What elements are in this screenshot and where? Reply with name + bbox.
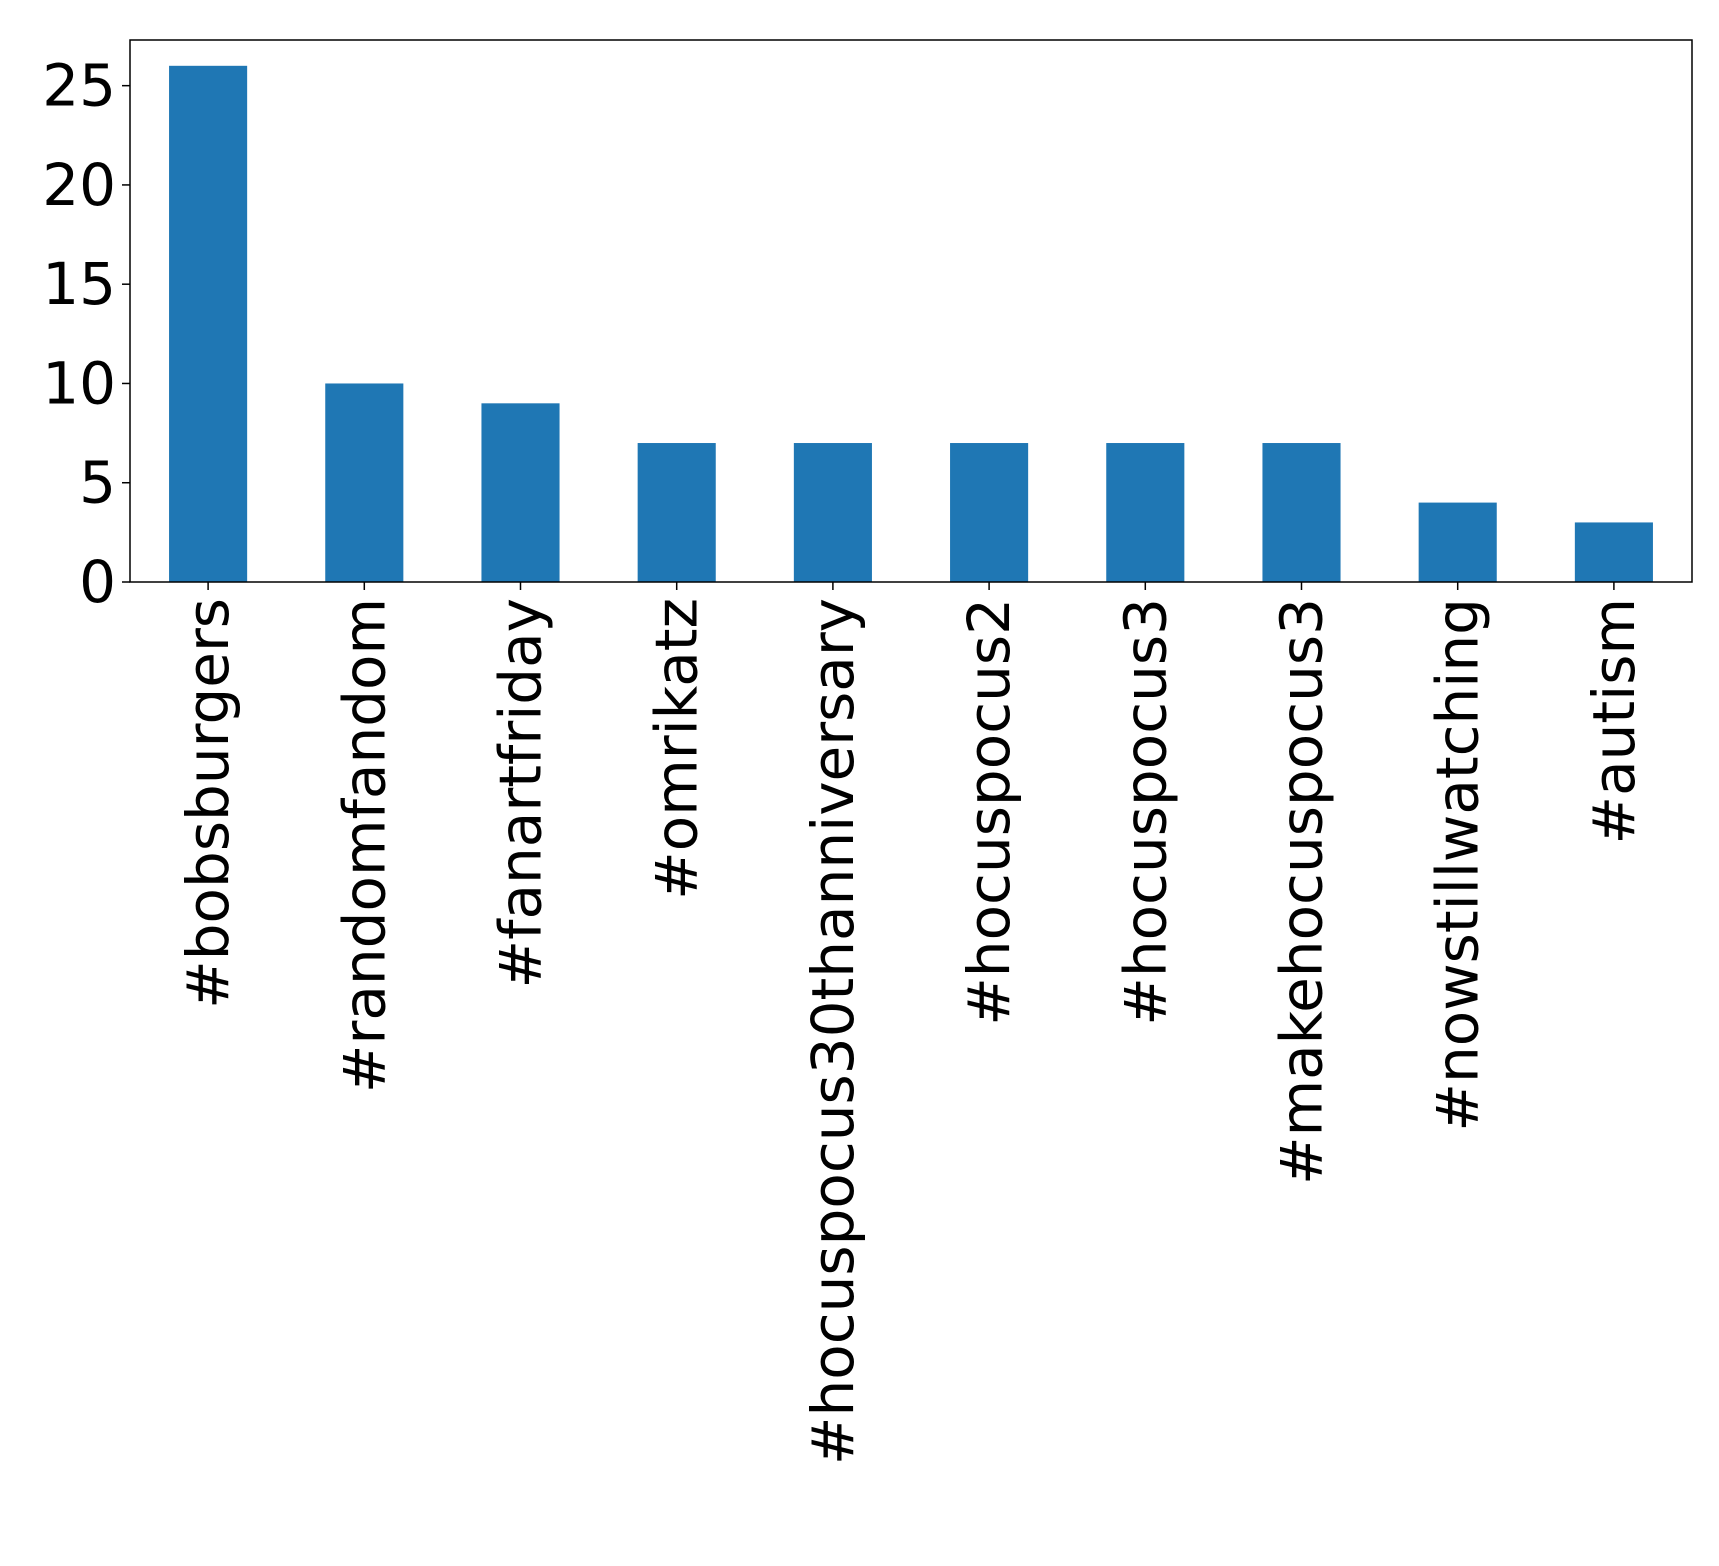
bar: [1106, 443, 1185, 582]
bars-layer: [169, 65, 1653, 582]
bar: [950, 443, 1029, 582]
x-tick-label: #autism: [1580, 598, 1648, 844]
bar: [325, 383, 404, 582]
y-tick-label: 25: [42, 52, 116, 120]
y-tick-label: 5: [79, 449, 116, 517]
x-tick-label: #nowstillwatching: [1424, 598, 1492, 1132]
bar: [169, 65, 248, 582]
y-tick-label: 20: [42, 151, 116, 219]
x-axis: #bobsburgers #randomfandom #fanartfriday #o…: [174, 582, 1648, 1465]
x-tick-label: #hocuspocus3: [1111, 598, 1179, 1026]
x-tick-label: #randomfandom: [330, 598, 398, 1093]
plot-frame: [129, 39, 1693, 583]
x-tick-label: #makehocuspocus3: [1268, 598, 1336, 1185]
x-tick-label: #fanartfriday: [487, 598, 555, 989]
x-tick-label: #hocuspocus30thanniversary: [799, 598, 867, 1465]
x-tick-label: #omrikatz: [643, 598, 711, 900]
x-tick-label: #hocuspocus2: [955, 598, 1023, 1026]
bar: [1262, 443, 1341, 582]
bar: [481, 403, 560, 582]
bar: [793, 443, 872, 582]
y-axis: 0 5 10 15 20 25: [42, 52, 130, 616]
x-tick-label: #bobsburgers: [174, 598, 242, 1009]
bar: [1574, 522, 1653, 582]
bar: [1418, 502, 1497, 582]
y-tick-label: 0: [79, 548, 116, 616]
y-tick-label: 15: [42, 250, 116, 318]
bar: [637, 443, 716, 582]
y-tick-label: 10: [42, 349, 116, 417]
